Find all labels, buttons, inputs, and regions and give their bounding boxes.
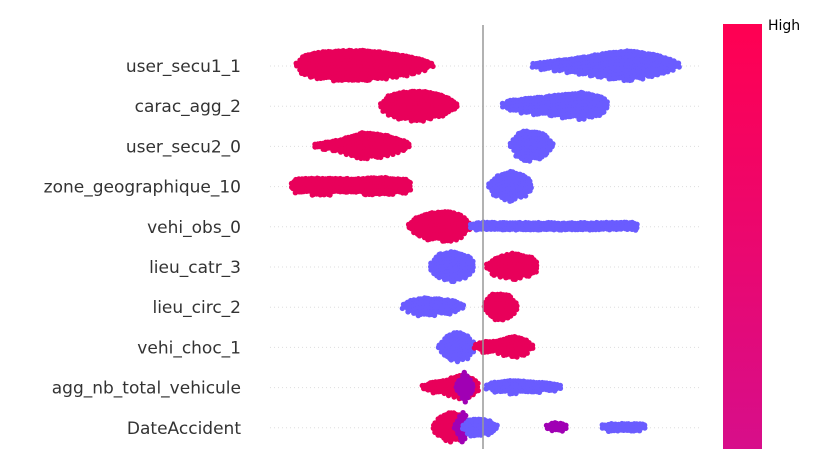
shap-point xyxy=(497,349,503,355)
shap-point xyxy=(430,63,436,70)
shap-point xyxy=(462,436,468,442)
swarm-cluster xyxy=(471,334,536,360)
shap-point xyxy=(522,193,529,199)
shap-point xyxy=(491,272,497,278)
shap-point xyxy=(467,352,473,358)
swarm-cluster xyxy=(405,209,473,244)
shap-point xyxy=(464,355,471,362)
feature-rows: user_secu1_1 carac_agg_2 user_secu2_0 zone_… xyxy=(44,47,700,445)
shap-point xyxy=(462,399,468,405)
swarm-cluster xyxy=(529,48,682,84)
swarm-cluster xyxy=(378,88,460,124)
shap-point xyxy=(363,133,369,139)
swarm-cluster xyxy=(312,130,412,162)
shap-point xyxy=(465,394,471,401)
shap-point xyxy=(321,192,327,198)
colorbar xyxy=(723,24,762,449)
shap-point xyxy=(563,425,569,432)
swarm-cluster xyxy=(484,250,540,282)
swarm-cluster xyxy=(428,249,476,285)
feature-label: lieu_circ_2 xyxy=(152,298,241,318)
shap-point xyxy=(557,385,564,391)
shap-point xyxy=(390,74,396,80)
feature-label: lieu_catr_3 xyxy=(149,258,241,278)
feature-label: user_secu1_1 xyxy=(126,57,241,77)
swarm-cluster xyxy=(507,128,556,164)
shap-point xyxy=(530,345,536,351)
shap-point xyxy=(524,350,530,356)
shap-point xyxy=(407,187,414,193)
shap-point xyxy=(511,310,517,317)
swarm-cluster xyxy=(288,174,414,198)
feature-label: agg_nb_total_vehicule xyxy=(52,379,241,399)
swarm-cluster xyxy=(293,47,436,84)
swarm-cluster xyxy=(481,291,520,323)
swarm-cluster xyxy=(467,219,640,233)
feature-label: DateAccident xyxy=(127,419,241,439)
shap-point xyxy=(458,234,464,241)
feature-label: carac_agg_2 xyxy=(135,97,241,117)
shap-point xyxy=(634,225,640,231)
shap-point xyxy=(460,305,466,311)
feature-label: vehi_choc_1 xyxy=(137,338,241,358)
shap-point xyxy=(552,67,559,74)
swarm-cluster xyxy=(453,369,476,405)
shap-point xyxy=(398,115,404,121)
shap-point xyxy=(642,425,648,431)
shap-point xyxy=(527,188,533,194)
swarm-cluster xyxy=(483,378,564,397)
shap-point xyxy=(469,268,476,274)
shap-point xyxy=(533,269,539,275)
shap-point xyxy=(676,64,682,70)
swarm-cluster xyxy=(499,89,610,123)
swarm-cluster xyxy=(599,420,648,434)
colorbar-high-label: High xyxy=(768,18,800,34)
shap-point xyxy=(469,387,475,394)
shap-point xyxy=(451,278,457,285)
shap-point xyxy=(543,150,550,156)
swarm-cluster xyxy=(543,420,569,434)
shap-point xyxy=(475,387,481,394)
shap-point xyxy=(513,306,520,313)
shap-point xyxy=(581,63,587,69)
feature-label: zone_geographique_10 xyxy=(44,178,241,198)
swarm-cluster xyxy=(486,168,534,204)
swarm-cluster xyxy=(460,416,500,439)
feature-label: vehi_obs_0 xyxy=(147,218,241,238)
feature-label: user_secu2_0 xyxy=(126,137,241,157)
shap-point xyxy=(454,103,460,110)
swarm-cluster xyxy=(435,330,477,365)
shap-point xyxy=(604,105,610,111)
shap-point xyxy=(493,425,499,431)
swarm-cluster xyxy=(399,295,467,319)
shap-point xyxy=(529,64,536,70)
shap-point xyxy=(431,312,438,319)
shap-point xyxy=(406,143,412,150)
shap-point xyxy=(549,143,555,150)
shap-point xyxy=(601,109,607,115)
